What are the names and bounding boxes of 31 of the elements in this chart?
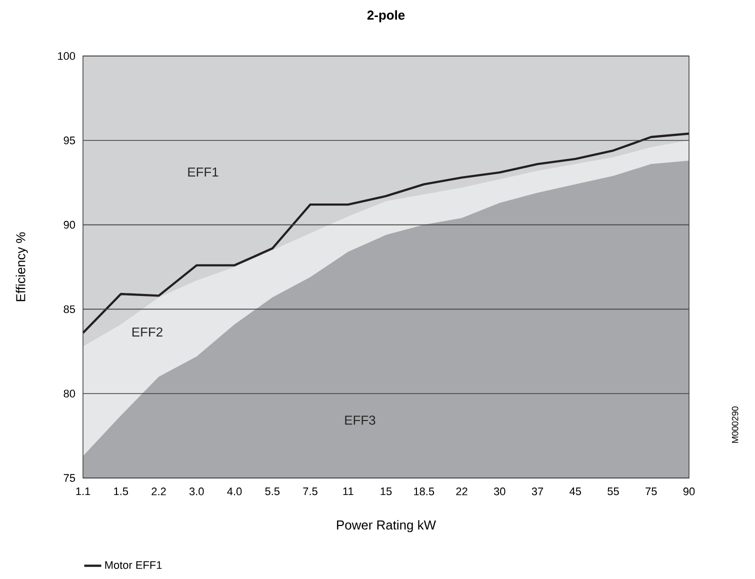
x-tick-label: 1.1 [76, 488, 90, 496]
x-tick-label: 90 [683, 488, 695, 496]
x-tick-label: 55 [608, 488, 619, 496]
x-tick-label: 37 [532, 488, 544, 496]
x-tick-label: 3.0 [189, 488, 204, 496]
x-tick-label: 15 [380, 488, 392, 496]
x-tick-label: 11 [343, 488, 354, 496]
x-tick-label: 30 [494, 488, 506, 496]
y-tick-label: 85 [64, 305, 76, 314]
x-tick-label: 45 [570, 488, 582, 496]
x-tick-label: 22 [456, 488, 468, 496]
annotation: EFF3 [345, 416, 376, 425]
text: M000290 [732, 406, 738, 443]
annotation: EFF1 [188, 168, 218, 176]
x-tick-label: 7.5 [303, 488, 318, 496]
x-tick-label: 4.0 [227, 488, 242, 496]
x-tick-label: 2.2 [152, 488, 166, 496]
y-tick-label: 80 [64, 390, 76, 398]
y-tick-label: 90 [64, 220, 76, 229]
x-tick-label: 5.5 [265, 488, 280, 496]
y-axis-title: Efficiency % [16, 232, 28, 302]
x-tick-label: 1.5 [114, 488, 128, 496]
annotation: EFF2 [132, 327, 162, 337]
y-tick-label: 95 [64, 136, 76, 144]
x-axis-title: Power Rating kW [337, 520, 436, 532]
x-tick-label: 18.5 [414, 488, 434, 496]
chart-title: 2-pole [367, 10, 405, 22]
x-tick-label: 75 [646, 488, 657, 496]
y-tick-label: 75 [64, 474, 76, 482]
y-tick-label: 100 [58, 52, 76, 60]
legend-label: Motor EFF1 [105, 561, 162, 569]
